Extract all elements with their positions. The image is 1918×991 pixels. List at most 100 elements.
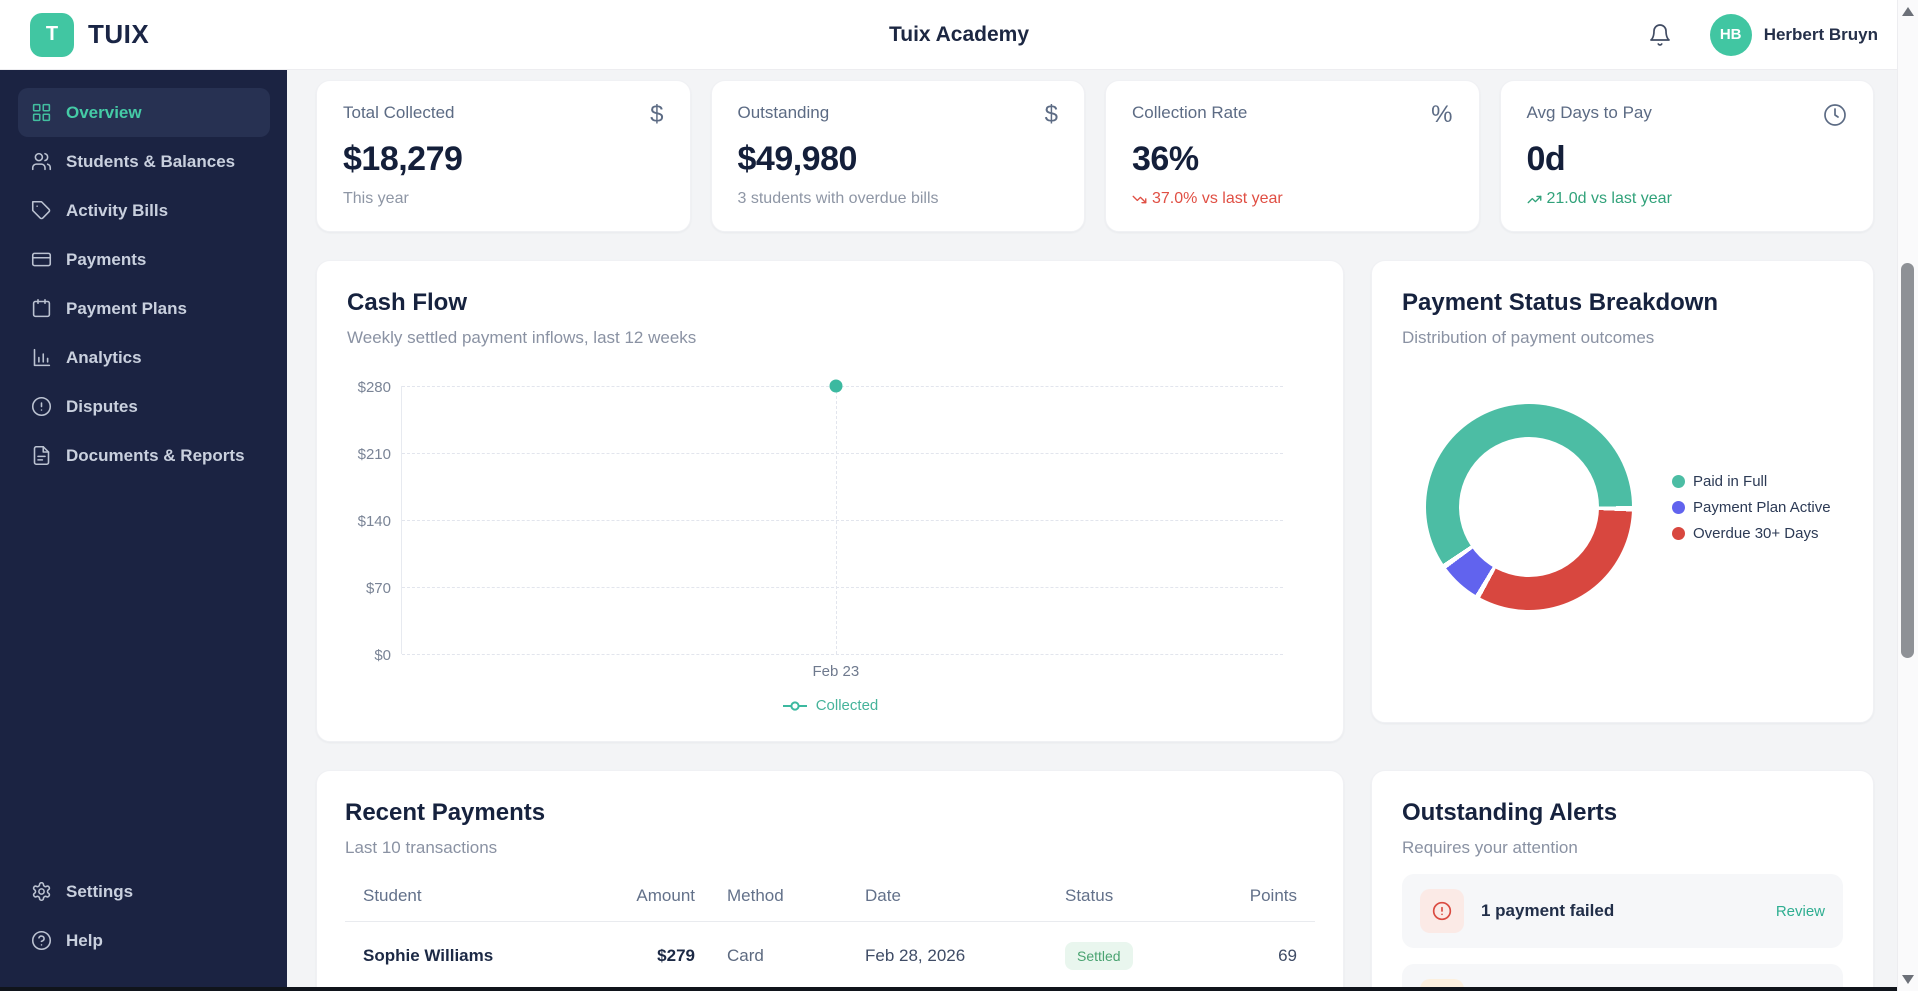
- sidebar-item-label: Documents & Reports: [66, 445, 245, 465]
- sidebar-item-label: Settings: [66, 881, 134, 901]
- sidebar-item-label: Students & Balances: [66, 151, 236, 171]
- payment-status-card: Payment Status Breakdown Distribution of…: [1371, 260, 1874, 723]
- sidebar-item-analytics[interactable]: Analytics: [18, 333, 270, 382]
- percent-icon: %: [1431, 101, 1453, 128]
- status-badge: Settled: [1065, 942, 1133, 970]
- sidebar-item-overview[interactable]: Overview: [18, 88, 270, 137]
- column-header-student: Student: [345, 886, 605, 922]
- payment-status-title: Payment Status Breakdown: [1402, 289, 1719, 316]
- cash-flow-card: Cash Flow Weekly settled payment inflows…: [316, 260, 1344, 742]
- table-header-row: Student Amount Method Date Status Points: [345, 886, 1315, 922]
- clock-icon: [1823, 103, 1847, 127]
- x-axis-labels: Feb 23: [401, 663, 1283, 683]
- brand-logo: T: [30, 12, 74, 57]
- line-dot-legend-icon: [782, 700, 808, 711]
- sidebar-item-label: Overview: [66, 102, 142, 122]
- sidebar-item-activity-bills[interactable]: Activity Bills: [18, 186, 270, 235]
- avatar: HB: [1709, 13, 1752, 56]
- cell-status: Settled: [1065, 922, 1225, 991]
- cell-points: 69: [1278, 946, 1297, 965]
- grid-icon: [31, 102, 52, 123]
- sidebar-item-settings[interactable]: Settings: [18, 867, 270, 916]
- legend-item: Overdue 30+ Days: [1672, 525, 1831, 542]
- sidebar: Overview Students & Balances Activity Bi…: [0, 70, 287, 991]
- credit-card-icon: [31, 249, 52, 270]
- sidebar-item-documents-reports[interactable]: Documents & Reports: [18, 431, 270, 480]
- legend-label: Overdue 30+ Days: [1693, 524, 1819, 542]
- cell-amount: $279: [657, 946, 695, 965]
- sidebar-footer: Settings Help: [18, 867, 270, 965]
- header: T TUIX Tuix Academy HB Herbert Bruyn: [0, 0, 1918, 70]
- sidebar-item-label: Help: [66, 930, 103, 950]
- table-row[interactable]: Sophie Williams $279 Card Feb 28, 2026 S…: [345, 922, 1315, 991]
- help-circle-icon: [31, 930, 52, 951]
- cell-date: Feb 28, 2026: [865, 946, 966, 965]
- stat-label: Avg Days to Pay: [1526, 103, 1652, 122]
- users-icon: [31, 151, 52, 172]
- scrollbar: [1897, 0, 1918, 991]
- column-header-amount: Amount: [605, 886, 695, 922]
- stat-label: Total Collected: [343, 103, 455, 122]
- stat-label: Collection Rate: [1132, 103, 1248, 122]
- alerts-title: Outstanding Alerts: [1402, 799, 1618, 826]
- x-tick-label: Feb 23: [812, 663, 860, 680]
- recent-payments-card: Recent Payments Last 10 transactions Stu…: [316, 770, 1344, 991]
- stat-value: 36%: [1132, 140, 1199, 178]
- sidebar-item-help[interactable]: Help: [18, 916, 270, 965]
- alert-item-payment-failed: 1 payment failed Review: [1402, 874, 1843, 948]
- header-actions: HB Herbert Bruyn: [1648, 13, 1878, 56]
- alert-item-partial: [1402, 964, 1843, 991]
- bar-chart-icon: [31, 347, 52, 368]
- donut-legend: Paid in Full Payment Plan Active Overdue…: [1672, 473, 1831, 542]
- tag-icon: [31, 200, 52, 221]
- document-icon: [31, 445, 52, 466]
- payments-table: Student Amount Method Date Status Points…: [345, 886, 1315, 990]
- legend-label: Payment Plan Active: [1693, 498, 1831, 516]
- review-link[interactable]: Review: [1775, 902, 1825, 920]
- scrollbar-thumb[interactable]: [1901, 263, 1914, 658]
- cash-flow-legend[interactable]: Collected: [347, 697, 1313, 714]
- page-title: Tuix Academy: [888, 22, 1030, 46]
- scroll-down-arrow[interactable]: [1902, 975, 1914, 984]
- cash-flow-point: [829, 379, 843, 393]
- user-menu[interactable]: HB Herbert Bruyn: [1709, 13, 1878, 56]
- column-header-method: Method: [695, 886, 865, 922]
- donut-legend-dot: [1672, 474, 1685, 488]
- notifications-bell-icon[interactable]: [1648, 23, 1672, 47]
- user-name: Herbert Bruyn: [1763, 24, 1878, 44]
- alert-circle-icon: [1420, 889, 1464, 933]
- stat-card-outstanding: Outstanding $ $49,980 3 students with ov…: [710, 80, 1085, 232]
- legend-label: Collected: [815, 697, 879, 714]
- dollar-icon: $: [650, 101, 664, 128]
- donut-legend-dot: [1672, 526, 1685, 540]
- calendar-icon: [31, 298, 52, 319]
- column-header-status: Status: [1065, 886, 1225, 922]
- stat-card-avg-days-to-pay: Avg Days to Pay 0d 21.0d vs last year: [1499, 80, 1874, 232]
- alerts-subtitle: Requires your attention: [1402, 838, 1578, 857]
- sidebar-item-payments[interactable]: Payments: [18, 235, 270, 284]
- legend-label: Paid in Full: [1693, 472, 1768, 490]
- sidebar-item-label: Disputes: [66, 396, 138, 416]
- recent-payments-subtitle: Last 10 transactions: [345, 838, 498, 857]
- main-content: Total Collected $ $18,279 This year Outs…: [287, 70, 1918, 991]
- stat-subtext: 37.0% vs last year: [1132, 190, 1453, 208]
- legend-item: Payment Plan Active: [1672, 499, 1831, 516]
- y-axis-labels: $280 $210 $140 $70 $0: [357, 379, 391, 664]
- sidebar-item-label: Analytics: [66, 347, 142, 367]
- stat-label: Outstanding: [737, 103, 830, 122]
- stat-value: 0d: [1526, 140, 1566, 178]
- cell-method: Card: [727, 946, 764, 965]
- recent-payments-title: Recent Payments: [345, 799, 546, 826]
- sidebar-item-students-balances[interactable]: Students & Balances: [18, 137, 270, 186]
- sidebar-item-payment-plans[interactable]: Payment Plans: [18, 284, 270, 333]
- trend-down-icon: [1132, 192, 1147, 207]
- x-tick-line: [836, 386, 838, 654]
- alert-text: 1 payment failed: [1481, 901, 1615, 920]
- cell-student: Sophie Williams: [363, 946, 494, 965]
- brand[interactable]: T TUIX: [30, 12, 149, 57]
- outstanding-alerts-card: Outstanding Alerts Requires your attenti…: [1371, 770, 1874, 991]
- sidebar-item-disputes[interactable]: Disputes: [18, 382, 270, 431]
- dollar-icon: $: [1044, 101, 1058, 128]
- scroll-up-arrow[interactable]: [1902, 7, 1914, 16]
